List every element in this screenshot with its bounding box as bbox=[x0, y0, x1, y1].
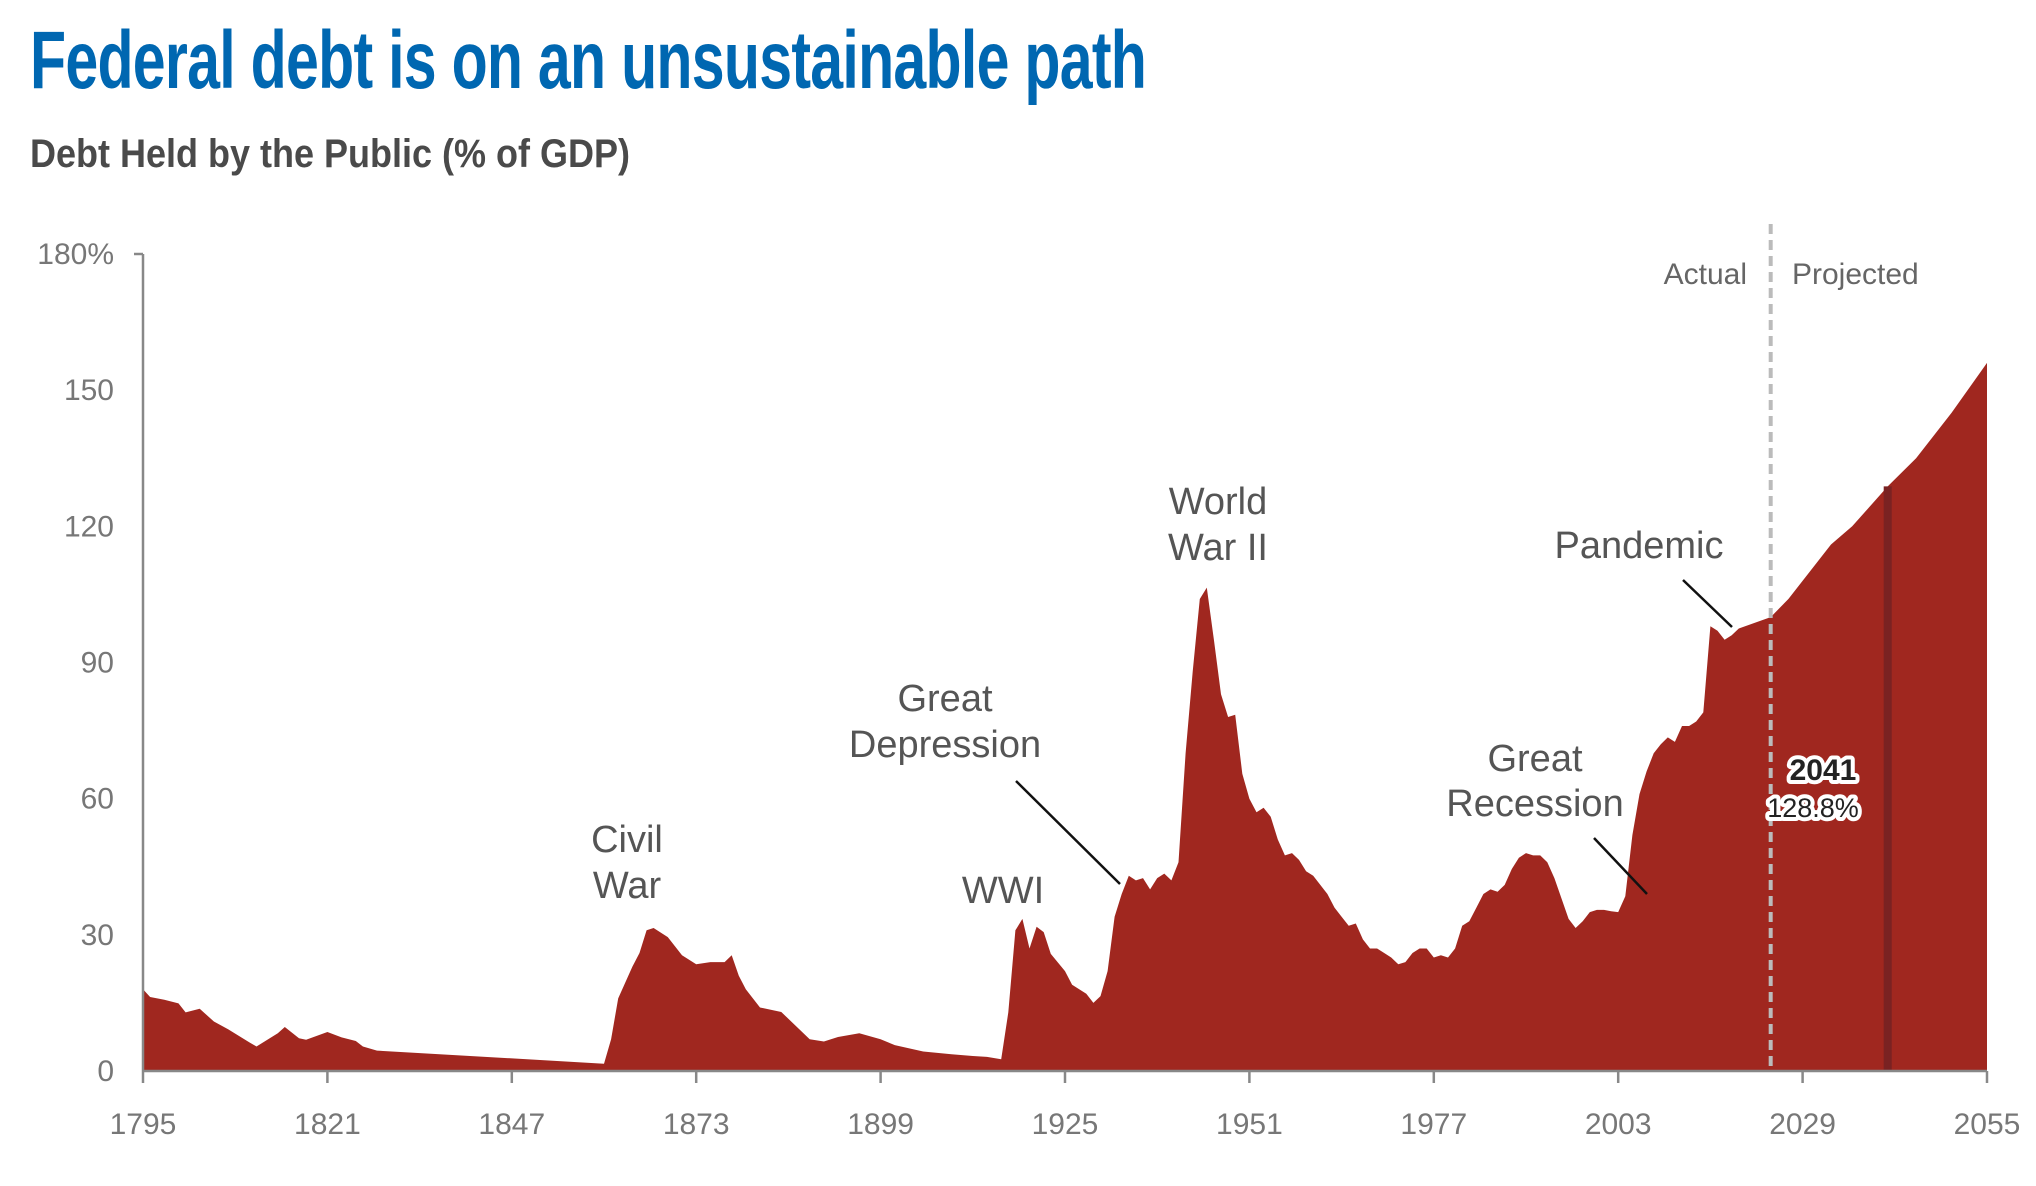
x-tick-label: 1821 bbox=[294, 1108, 361, 1141]
x-tick-label: 1847 bbox=[478, 1108, 545, 1141]
svg-text:War: War bbox=[593, 865, 662, 907]
projected-label: Projected bbox=[1792, 258, 1919, 291]
y-tick-label: 120 bbox=[64, 510, 114, 543]
annotation-wwii: World War II bbox=[1168, 481, 1268, 569]
svg-text:Great: Great bbox=[1487, 738, 1582, 780]
annotation-great-recession: Great Recession bbox=[1446, 738, 1648, 895]
x-tick-label: 2003 bbox=[1585, 1108, 1652, 1141]
annotation-civil-war: Civil War bbox=[591, 819, 663, 907]
svg-text:Recession: Recession bbox=[1446, 783, 1623, 825]
great-depression-leader-line bbox=[1015, 780, 1121, 885]
annotation-great-depression: Great Depression bbox=[849, 678, 1121, 885]
svg-text:Pandemic: Pandemic bbox=[1555, 525, 1724, 567]
y-tick-label: 60 bbox=[81, 783, 114, 816]
x-tick-label: 1977 bbox=[1400, 1108, 1467, 1141]
x-tick-label: 1925 bbox=[1032, 1108, 1099, 1141]
annotation-pandemic: Pandemic bbox=[1555, 525, 1733, 628]
highlight-value-label: 128.8% bbox=[1767, 793, 1859, 823]
chart-subtitle: Debt Held by the Public (% of GDP) bbox=[30, 132, 631, 176]
svg-text:Civil: Civil bbox=[591, 819, 663, 861]
actual-label: Actual bbox=[1664, 258, 1747, 291]
x-tick-label: 1795 bbox=[110, 1108, 177, 1141]
y-tick-label: 150 bbox=[64, 374, 114, 407]
svg-text:War II: War II bbox=[1168, 527, 1268, 569]
y-tick-label: 180% bbox=[37, 238, 114, 271]
y-tick-label: 30 bbox=[81, 919, 114, 952]
debt-area bbox=[143, 362, 1987, 1071]
pandemic-leader-line bbox=[1682, 579, 1733, 628]
x-tick-label: 1899 bbox=[847, 1108, 914, 1141]
x-tick-label: 1873 bbox=[663, 1108, 730, 1141]
chart-title: Federal debt is on an unsustainable path bbox=[30, 15, 1147, 106]
x-tick-label: 1951 bbox=[1216, 1108, 1283, 1141]
svg-text:Depression: Depression bbox=[849, 724, 1041, 766]
annotation-wwi: WWI bbox=[962, 870, 1044, 912]
svg-text:Great: Great bbox=[897, 678, 992, 720]
y-tick-label: 90 bbox=[81, 647, 114, 680]
highlight-year-label: 2041 bbox=[1790, 754, 1857, 787]
x-tick-label: 2055 bbox=[1954, 1108, 2021, 1141]
great-recession-leader-line bbox=[1593, 837, 1648, 895]
y-tick-label: 0 bbox=[97, 1055, 114, 1088]
x-tick-label: 2029 bbox=[1769, 1108, 1836, 1141]
svg-text:World: World bbox=[1169, 481, 1268, 523]
